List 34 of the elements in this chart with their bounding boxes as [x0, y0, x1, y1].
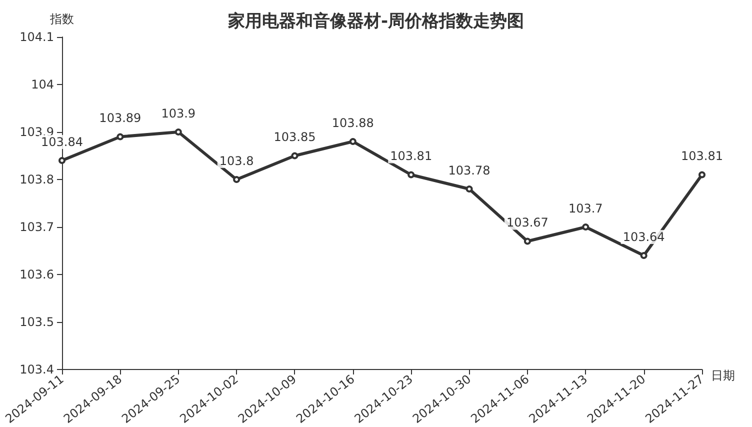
point: [582, 223, 590, 230]
y-axis-title: 指数: [49, 12, 74, 26]
data-label: 103.85: [274, 130, 316, 144]
point: [698, 171, 706, 178]
data-label: 103.88: [332, 116, 374, 130]
y-tick-label: 103.6: [20, 267, 54, 282]
data-label: 103.89: [99, 111, 142, 126]
data-label: 103.67: [506, 216, 548, 230]
data-label: 103.64: [622, 230, 665, 244]
data-label: 103.81: [390, 149, 432, 164]
data-label: 103.84: [41, 134, 83, 149]
y-tick-label: 103.8: [20, 172, 54, 186]
point: [640, 252, 648, 259]
y-tick-label: 104.1: [20, 30, 54, 44]
data-label: 103.7: [568, 201, 603, 216]
point: [174, 128, 182, 136]
data-label: 103.78: [448, 163, 490, 178]
y-tick-label: 104: [31, 78, 54, 92]
point: [349, 138, 356, 145]
point: [58, 156, 66, 164]
y-tick-label: 103.4: [20, 362, 54, 376]
point: [524, 238, 531, 245]
data-label: 103.8: [219, 154, 254, 168]
point: [408, 171, 415, 178]
x-axis-title: 日期: [710, 368, 735, 382]
point: [291, 152, 298, 160]
y-tick-label: 103.7: [20, 220, 54, 234]
y-tick-label: 103.5: [20, 314, 54, 329]
chart-title: 家用电器和音像器材-周价格指数走势图: [226, 12, 524, 32]
point: [233, 176, 240, 183]
point: [116, 133, 124, 140]
data-label: 103.81: [681, 149, 723, 164]
point: [466, 185, 473, 192]
data-label: 103.9: [161, 106, 196, 120]
